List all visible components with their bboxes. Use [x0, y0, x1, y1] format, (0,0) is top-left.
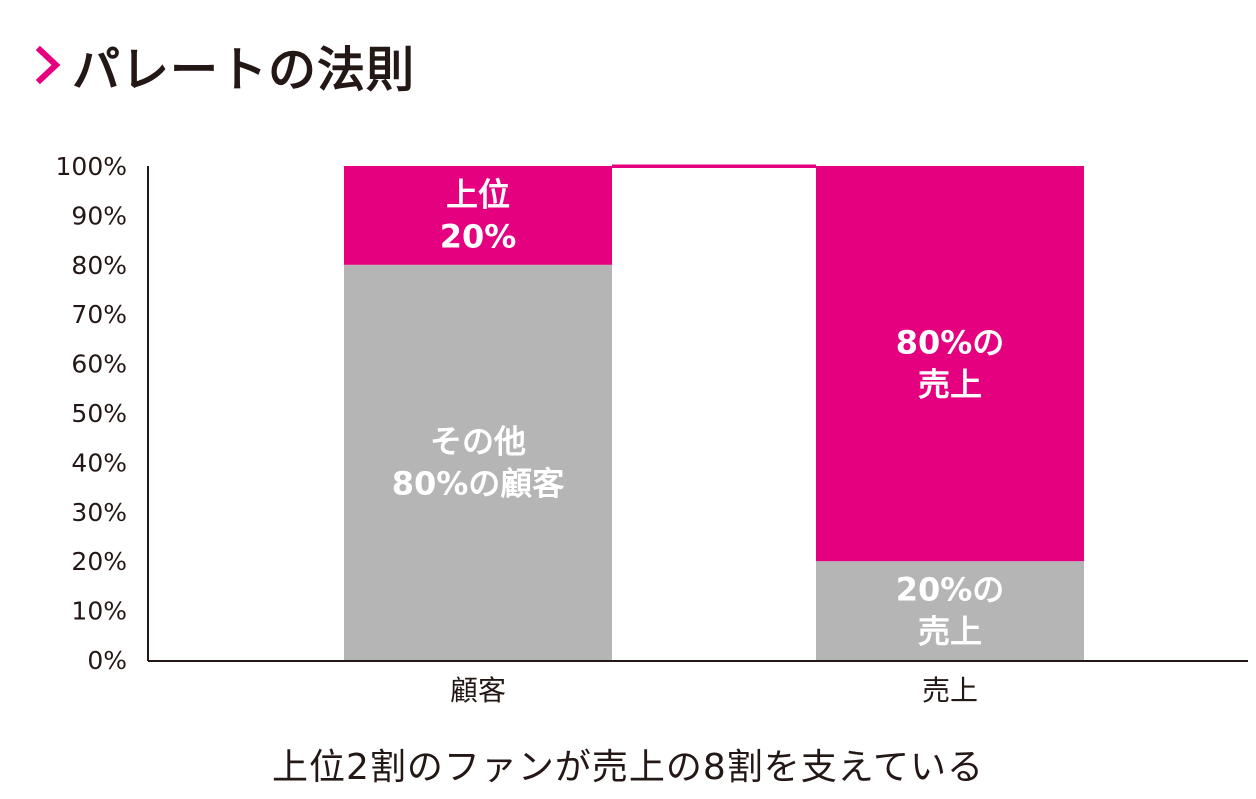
y-tick-label: 30%: [71, 498, 127, 527]
chart-caption: 上位2割のファンが売上の8割を支えている: [271, 747, 984, 788]
bar-segment: [344, 264, 612, 660]
bar-segment: [344, 166, 612, 265]
bar-segment-label: 80%の売上: [896, 324, 1005, 404]
x-category-label: 売上: [922, 674, 978, 707]
title-block: パレートの法則: [34, 30, 415, 100]
y-tick-label: 40%: [71, 448, 127, 477]
y-tick-label: 0%: [87, 646, 127, 675]
bar-segment-label: 上位 20%: [440, 175, 517, 255]
bar-segment: [816, 561, 1084, 660]
y-tick-label: 90%: [71, 201, 127, 230]
y-tick-label: 100%: [56, 152, 127, 181]
x-category-label: 顧客: [450, 674, 506, 707]
stacked-bar-chart: 0% 10% 20% 30% 40% 50% 60% 70% 80% 90% 100% その他 80%の…: [56, 152, 1248, 707]
y-tick-label: 80%: [71, 251, 127, 280]
y-tick-label: 10%: [71, 597, 127, 626]
y-tick-label: 60%: [71, 350, 127, 379]
y-tick-label: 50%: [71, 399, 127, 428]
y-tick-label: 70%: [71, 300, 127, 329]
y-tick-label: 20%: [71, 547, 127, 576]
bar-segment: [816, 166, 1084, 562]
bar-segment-label: その他 80%の顧客: [392, 422, 565, 502]
bar-segment-label: 20%の売上: [896, 571, 1005, 651]
chevron-right-icon: [35, 45, 61, 85]
page-title: パレートの法則: [72, 42, 416, 98]
